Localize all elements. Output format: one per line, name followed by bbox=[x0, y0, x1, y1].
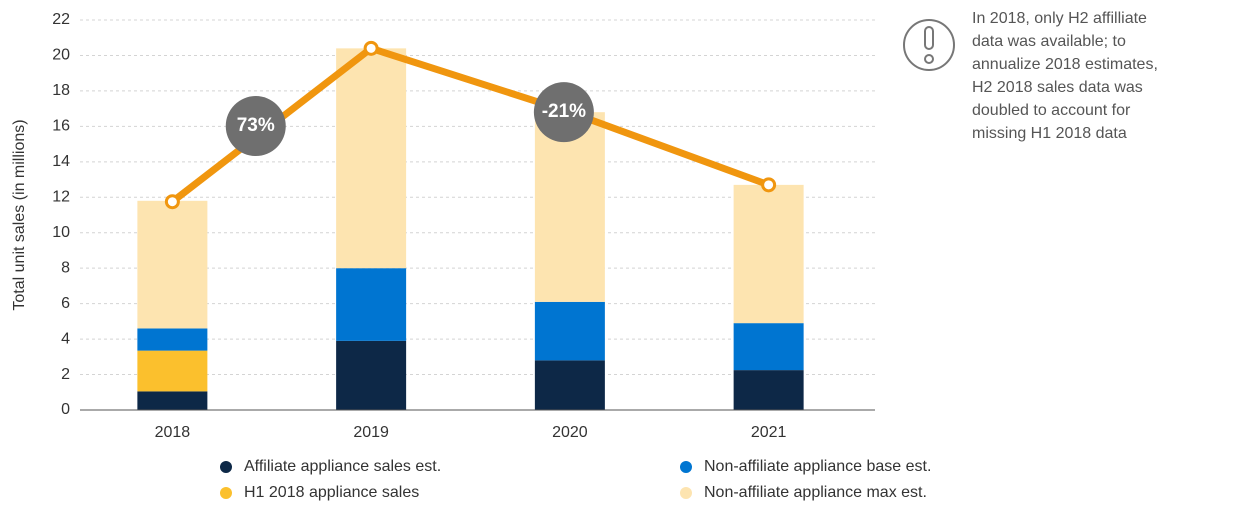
note-line: data was available; to bbox=[972, 33, 1126, 50]
bar-segment bbox=[137, 350, 208, 392]
y-axis-label: Total unit sales (in millions) bbox=[11, 119, 28, 310]
y-tick-label: 20 bbox=[52, 47, 70, 64]
total-point bbox=[164, 194, 180, 210]
y-tick-label: 0 bbox=[61, 401, 70, 418]
bar-segment bbox=[336, 48, 407, 269]
y-tick-label: 10 bbox=[52, 224, 70, 241]
legend-marker bbox=[680, 461, 692, 473]
y-tick-label: 2 bbox=[61, 366, 70, 383]
change-label: 73% bbox=[237, 115, 275, 136]
bar-segment bbox=[137, 391, 208, 410]
total-point bbox=[363, 40, 379, 56]
x-tick-label: 2019 bbox=[353, 424, 389, 441]
y-tick-label: 16 bbox=[52, 118, 70, 135]
bar-segment bbox=[137, 200, 208, 329]
legend-label: Non-affiliate appliance base est. bbox=[704, 458, 931, 475]
x-tick-label: 2021 bbox=[751, 424, 787, 441]
x-tick-label: 2018 bbox=[155, 424, 191, 441]
y-tick-label: 8 bbox=[61, 259, 70, 276]
legend-label: Non-affiliate appliance max est. bbox=[704, 484, 927, 501]
x-tick-label: 2020 bbox=[552, 424, 588, 441]
legend-marker bbox=[680, 487, 692, 499]
bar-segment bbox=[336, 340, 407, 410]
note-line: annualize 2018 estimates, bbox=[972, 56, 1158, 73]
legend-label: Affiliate appliance sales est. bbox=[244, 458, 441, 475]
bar-segment bbox=[336, 268, 407, 341]
note-line: In 2018, only H2 affilliate bbox=[972, 10, 1147, 27]
bar-segment bbox=[733, 323, 804, 371]
bar-segment bbox=[137, 328, 208, 351]
change-badge bbox=[225, 96, 286, 157]
note-icon bbox=[903, 19, 955, 71]
change-badge bbox=[533, 82, 594, 143]
y-tick-label: 6 bbox=[61, 295, 70, 312]
legend-label: H1 2018 appliance sales bbox=[244, 484, 419, 501]
y-tick-label: 4 bbox=[61, 330, 70, 347]
note-line: missing H1 2018 data bbox=[972, 125, 1127, 142]
y-tick-label: 18 bbox=[52, 82, 70, 99]
change-label: -21% bbox=[542, 101, 586, 122]
y-tick-label: 14 bbox=[52, 153, 70, 170]
note-line: doubled to account for bbox=[972, 102, 1131, 119]
bar-segment bbox=[534, 360, 605, 410]
note-line: H2 2018 sales data was bbox=[972, 79, 1143, 96]
bar-segment bbox=[534, 112, 605, 302]
legend-marker bbox=[220, 461, 232, 473]
y-tick-label: 22 bbox=[52, 11, 70, 28]
total-point bbox=[761, 177, 777, 193]
bar-segment bbox=[534, 301, 605, 361]
bar-segment bbox=[733, 184, 804, 324]
y-tick-label: 12 bbox=[52, 188, 70, 205]
bar-segment bbox=[733, 370, 804, 410]
legend-marker bbox=[220, 487, 232, 499]
